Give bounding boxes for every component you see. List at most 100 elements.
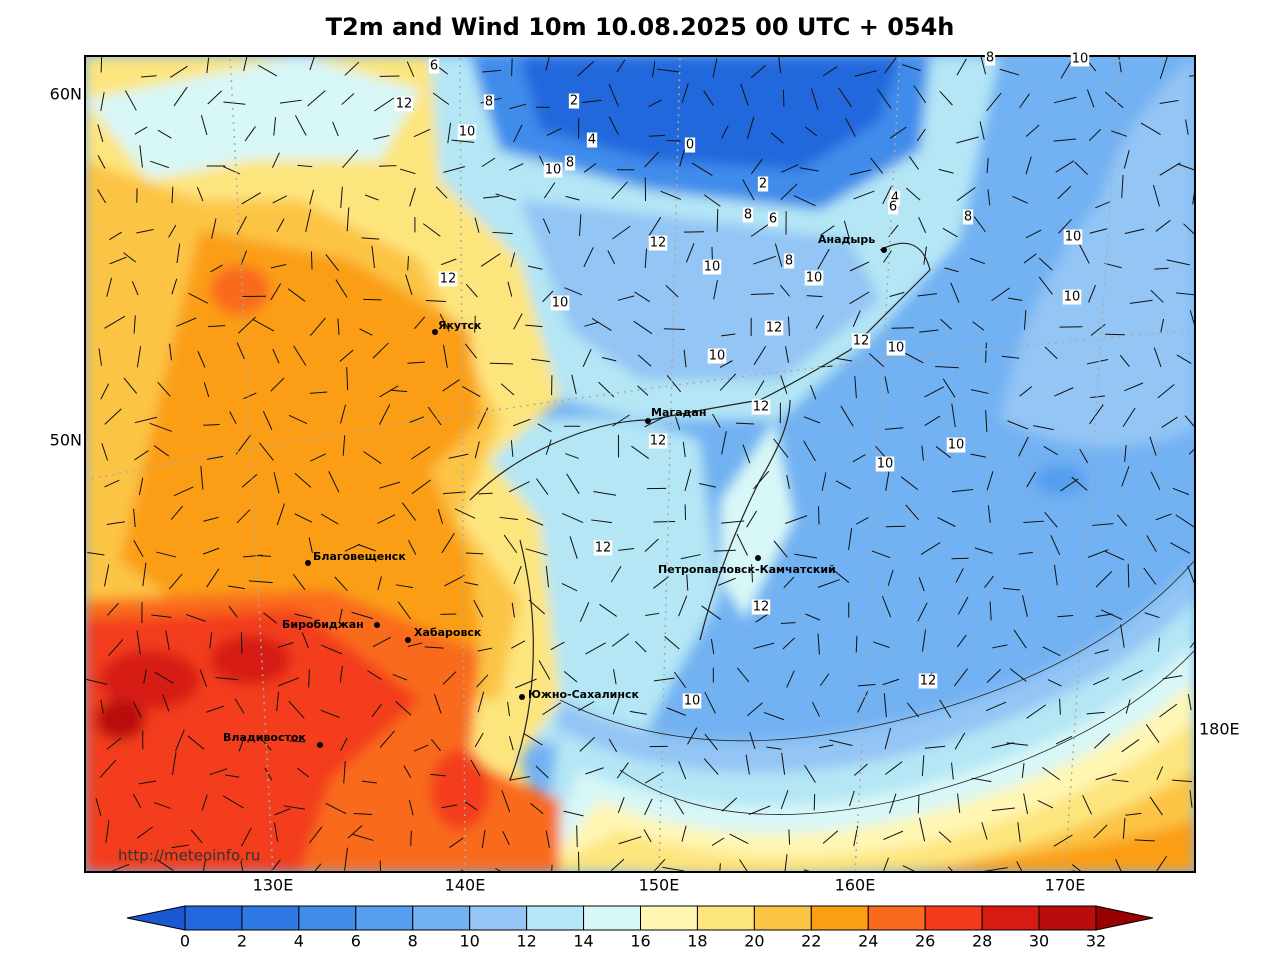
wind-barb (441, 804, 458, 809)
wind-barb (134, 450, 149, 461)
colorbar-segment (867, 905, 926, 931)
contour-label-bg (568, 93, 580, 109)
wind-barb (104, 564, 110, 587)
city-dot (519, 694, 525, 700)
wind-barb (782, 637, 795, 650)
wind-barb (571, 374, 577, 395)
wind-barb (1042, 646, 1061, 657)
wind-barb (1090, 323, 1106, 336)
wind-barb (1111, 779, 1129, 783)
wind-barb (612, 697, 620, 715)
wind-barb (822, 66, 838, 77)
wind-barb (766, 746, 782, 750)
wind-barb (956, 187, 976, 202)
wind-barb (577, 60, 595, 77)
wind-barb (270, 859, 281, 872)
wind-barb (441, 258, 457, 266)
wind-barb (276, 691, 280, 711)
wind-barb (660, 190, 682, 200)
wind-barb (138, 477, 144, 496)
wind-barb (870, 157, 884, 174)
wind-barb (508, 163, 524, 171)
wind-barb (514, 678, 537, 689)
city-dot (405, 637, 411, 643)
wind-barb (974, 547, 993, 554)
contour-label: 8 (785, 254, 793, 269)
wind-barb (508, 736, 514, 751)
city-dot (881, 247, 887, 253)
colorbar-tick-label: 18 (687, 932, 707, 951)
wind-barb (340, 186, 343, 208)
wind-barb (853, 190, 875, 200)
wind-barb (347, 825, 363, 839)
wind-barb (543, 182, 556, 199)
wind-barb (1155, 219, 1171, 232)
wind-barb (1037, 800, 1054, 809)
wind-barb (132, 793, 142, 808)
wind-barb (1087, 549, 1109, 558)
contour-label: 4 (588, 133, 596, 148)
wind-barb (644, 248, 648, 269)
wind-barb (644, 538, 659, 552)
wind-barb (357, 544, 376, 552)
wind-barb (1194, 683, 1195, 685)
wind-barb (633, 320, 653, 335)
wind-barb (277, 677, 300, 687)
contour-label: 10 (552, 296, 569, 311)
wind-barb (1095, 571, 1113, 588)
wind-barb (346, 207, 350, 232)
wind-barb (537, 423, 552, 433)
wind-barb (501, 790, 511, 813)
wind-barb (681, 83, 689, 103)
wind-barb (989, 601, 992, 621)
wind-barb (310, 251, 313, 270)
wind-barb (106, 277, 113, 297)
wind-barb (1123, 149, 1130, 169)
wind-barb (390, 389, 408, 393)
contour-label-bg (962, 209, 974, 225)
wind-barb (653, 677, 675, 682)
wind-barb (131, 281, 139, 296)
wind-barb (815, 315, 824, 329)
wind-barb (511, 602, 515, 618)
wind-barb (917, 794, 920, 814)
wind-barb (1160, 318, 1165, 334)
wind-barb (108, 639, 124, 657)
wind-barb (1104, 91, 1124, 109)
wind-barb (171, 844, 189, 849)
wind-barb (133, 539, 144, 558)
wind-barb (1074, 161, 1089, 175)
wind-barb (666, 374, 682, 393)
wind-barb (513, 124, 523, 143)
wind-barb (561, 583, 578, 592)
contour-label-bg (648, 235, 668, 251)
wind-barb (443, 166, 465, 173)
wind-barb (133, 315, 136, 334)
wind-barb (513, 313, 523, 330)
wind-barb (407, 361, 425, 364)
wind-barb (157, 381, 171, 397)
colorbar-over (1095, 905, 1154, 931)
wind-barb (721, 333, 736, 337)
wind-barb (656, 68, 680, 73)
wind-barb (919, 817, 926, 842)
wind-barb (1053, 834, 1073, 847)
wind-barb (259, 442, 274, 461)
wind-barb (889, 291, 905, 297)
wind-barb (525, 324, 543, 328)
wind-barb (711, 837, 725, 846)
wind-barb (340, 404, 346, 424)
wind-barb (1058, 219, 1072, 234)
wind-barb (984, 867, 1008, 872)
colorbar-segment (810, 905, 869, 931)
wind-barb (1023, 520, 1045, 524)
wind-barb (437, 508, 444, 524)
wind-barb (618, 836, 642, 845)
wind-barb (753, 470, 770, 490)
wind-barb (1019, 93, 1030, 109)
wind-barb (956, 136, 979, 144)
wind-barb (972, 321, 985, 331)
wind-barb (1125, 699, 1131, 714)
wind-barb (1086, 711, 1105, 715)
wind-barb (745, 754, 750, 775)
